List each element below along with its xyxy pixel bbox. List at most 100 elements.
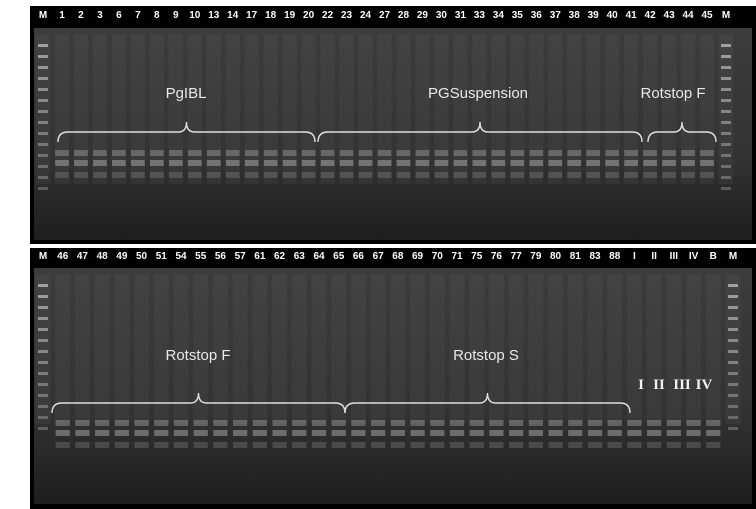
dna-band [686,430,700,436]
dna-band [643,172,657,178]
dna-band [371,430,385,436]
ladder-band [38,154,48,157]
lane-label: 42 [645,10,657,21]
ladder-band [38,132,48,135]
lane-label: 23 [341,10,353,21]
lane [75,274,90,424]
dna-band [245,160,259,166]
ladder-band [728,350,738,353]
dna-band [470,420,484,426]
dna-band [529,420,543,426]
lane-label: 75 [471,251,483,262]
dna-band [567,172,581,178]
dna-band [188,160,202,166]
dna-band [410,442,424,448]
dna-band [93,172,107,178]
lane-label: 69 [412,251,424,262]
dna-band [253,420,267,426]
lane [371,274,386,424]
dna-band [681,160,695,166]
dna-band [75,442,89,448]
dna-band [454,160,468,166]
lane-label: 77 [511,251,523,262]
dna-band [115,442,129,448]
lane-label: 63 [294,251,306,262]
dna-band [686,420,700,426]
ladder-band [38,427,48,430]
lane-label: 19 [284,10,296,21]
lane-label: II [651,251,657,262]
ladder-band [38,284,48,287]
dna-band [430,420,444,426]
lane [528,274,543,424]
lane-label: 20 [303,10,315,21]
dna-band [662,160,676,166]
control-label: I [638,377,644,393]
lane-label: 50 [136,251,148,262]
dna-band [226,172,240,178]
dna-band [627,420,641,426]
dna-band [359,150,373,156]
lane [430,274,445,424]
lane-label: 17 [246,10,258,21]
dna-band [74,172,88,178]
dna-band [473,172,487,178]
ladder-band [38,328,48,331]
dna-band [608,420,622,426]
dna-band [283,150,297,156]
ladder-band [721,165,731,168]
lane-label: 30 [436,10,448,21]
ladder-band [38,88,48,91]
lane-label: 9 [173,10,179,21]
dna-band [586,160,600,166]
lane-label: 47 [77,251,89,262]
lane-label: 24 [360,10,372,21]
dna-band [681,150,695,156]
ladder-band [38,416,48,419]
group-label: Rotstop F [165,347,230,364]
ladder-band [38,306,48,309]
lane-label: 83 [589,251,601,262]
lane [410,274,425,424]
dna-band [700,172,714,178]
dna-band [608,442,622,448]
dna-band [174,430,188,436]
dna-band [529,150,543,156]
ladder-band [721,121,731,124]
lane-label: 46 [57,251,69,262]
dna-band [56,442,70,448]
dna-band [430,430,444,436]
dna-band [302,150,316,156]
dna-band [643,160,657,166]
lane-label: 1 [59,10,65,21]
lane [292,274,307,424]
dna-band [169,172,183,178]
dna-band [207,150,221,156]
dna-band [588,420,602,426]
dna-band [131,160,145,166]
dna-band [700,150,714,156]
dna-band [548,430,562,436]
dna-band [95,430,109,436]
ladder-band [38,295,48,298]
dna-band [588,430,602,436]
dna-band [95,442,109,448]
dna-band [150,160,164,166]
dna-band [264,160,278,166]
dna-band [568,420,582,426]
dna-band [548,150,562,156]
lane [351,274,366,424]
group-label: PgIBL [166,85,207,102]
lane-label: 79 [530,251,542,262]
dna-band [226,150,240,156]
lane-label: 67 [373,251,385,262]
ladder-band [38,317,48,320]
dna-band [213,430,227,436]
ladder-band [721,176,731,179]
lane-label: B [710,251,717,262]
dna-band [332,442,346,448]
dna-band [93,160,107,166]
lane-label: 64 [313,251,325,262]
dna-band [529,160,543,166]
ladder-band [38,99,48,102]
